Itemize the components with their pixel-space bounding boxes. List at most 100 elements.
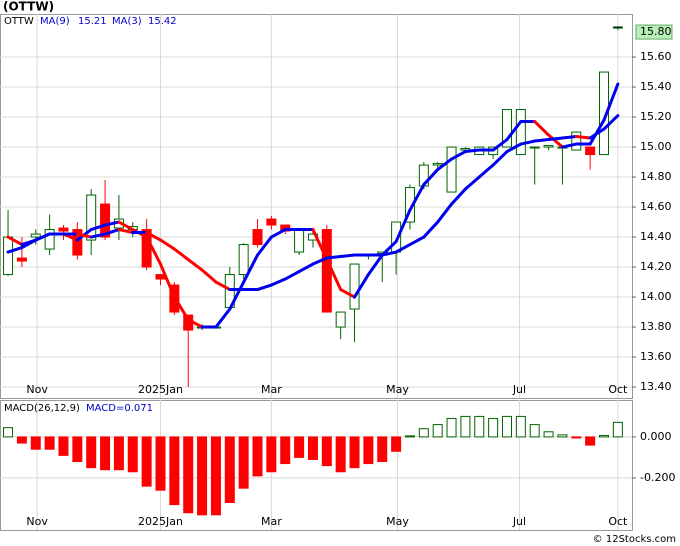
macd-bar bbox=[321, 436, 332, 467]
ma-line-segment bbox=[339, 253, 357, 259]
ma-line-segment bbox=[366, 253, 384, 277]
last-price-box bbox=[635, 24, 673, 40]
ma-line-segment bbox=[450, 150, 467, 161]
macd-bar bbox=[127, 436, 138, 473]
candle-body bbox=[571, 131, 582, 151]
ma-line-segment bbox=[463, 148, 481, 154]
candle-body bbox=[529, 146, 540, 149]
ma-line-segment bbox=[89, 223, 107, 232]
ma-line-segment bbox=[574, 135, 592, 140]
panel-frame bbox=[0, 14, 633, 399]
candle-body bbox=[100, 203, 111, 238]
ticker-title: (OTTW) bbox=[3, 0, 54, 14]
ma-line-segment bbox=[172, 295, 190, 322]
ma-line-segment bbox=[505, 142, 523, 154]
candle-body bbox=[432, 163, 443, 166]
ma-line-segment bbox=[436, 157, 454, 172]
y-tick-label: 0.000 bbox=[640, 430, 672, 443]
macd-bar bbox=[599, 434, 610, 438]
macd-bar bbox=[363, 436, 374, 465]
ma-line-segment bbox=[269, 277, 287, 287]
macd-bar bbox=[460, 415, 471, 438]
macd-bar bbox=[113, 436, 124, 471]
ma-line-segment bbox=[547, 133, 564, 149]
ma-line-segment bbox=[117, 228, 135, 235]
candle-body bbox=[501, 109, 512, 148]
candle-body bbox=[335, 311, 346, 328]
ma-line-segment bbox=[103, 220, 121, 227]
candle-body bbox=[58, 227, 69, 232]
ma-line-segment bbox=[214, 280, 232, 292]
x-tick-label: Mar bbox=[261, 515, 282, 528]
macd-bar bbox=[571, 436, 582, 439]
ma-line-segment bbox=[533, 120, 551, 137]
macd-bar bbox=[432, 424, 443, 438]
ma-line-segment bbox=[311, 228, 329, 262]
macd-bar bbox=[58, 436, 69, 456]
ma-line-segment bbox=[89, 232, 107, 239]
macd-bar bbox=[488, 417, 499, 438]
ma-line-segment bbox=[339, 288, 357, 299]
ma-line-segment bbox=[200, 268, 218, 284]
ma-line-segment bbox=[34, 232, 52, 242]
macd-bar bbox=[349, 436, 360, 469]
ma-line-segment bbox=[242, 253, 260, 284]
x-tick-label: Nov bbox=[26, 515, 48, 528]
candle-body bbox=[446, 146, 457, 193]
y-tick-label: 15.20 bbox=[640, 110, 672, 123]
macd-bar bbox=[224, 436, 235, 504]
candle-body bbox=[252, 229, 263, 246]
ma-line-segment bbox=[560, 142, 578, 149]
legend-entry: MA(3) bbox=[112, 16, 142, 27]
ma-line-segment bbox=[117, 220, 135, 232]
macd-bar bbox=[418, 428, 429, 438]
y-tick-label: 15.60 bbox=[640, 50, 672, 63]
macd-bar bbox=[183, 436, 194, 514]
y-tick-label: -0.200 bbox=[640, 471, 675, 484]
candle-body bbox=[44, 229, 55, 250]
ma-line-segment bbox=[422, 220, 440, 239]
ma-line-segment bbox=[75, 232, 93, 239]
y-tick-label: 15.40 bbox=[640, 80, 672, 93]
ma-line-segment bbox=[311, 256, 329, 266]
ma-line-segment bbox=[408, 183, 426, 212]
ma-line-segment bbox=[380, 250, 398, 257]
ma-line-segment bbox=[533, 138, 551, 143]
panel-frame bbox=[0, 400, 633, 531]
legend-entry: MA(9) bbox=[40, 16, 70, 27]
macd-bar bbox=[16, 436, 27, 444]
candle-body bbox=[543, 145, 554, 148]
ma-line-segment bbox=[186, 318, 204, 329]
x-tick-label: May bbox=[386, 515, 409, 528]
legend-entry: OTTW bbox=[4, 16, 34, 27]
ma-line-segment bbox=[519, 139, 537, 146]
y-tick-label: 14.60 bbox=[640, 200, 672, 213]
macd-bar bbox=[266, 436, 277, 473]
macd-bar bbox=[280, 436, 291, 465]
macd-bar bbox=[141, 436, 152, 487]
x-tick-label: Mar bbox=[261, 383, 282, 396]
ma-line-segment bbox=[145, 231, 162, 242]
watermark: © 12Stocks.com bbox=[593, 534, 676, 545]
legend-entry: 15.42 bbox=[148, 16, 177, 27]
ma-line-segment bbox=[228, 280, 246, 311]
y-tick-label: 14.00 bbox=[640, 290, 672, 303]
x-tick-label: 2025Jan bbox=[138, 383, 183, 396]
candle-body bbox=[515, 109, 526, 156]
ma-line-segment bbox=[256, 235, 273, 257]
macd-bar bbox=[72, 436, 83, 463]
macd-bar bbox=[529, 424, 540, 438]
ma-line-segment bbox=[505, 120, 523, 142]
candle-body bbox=[16, 257, 27, 262]
ma-line-segment bbox=[325, 255, 343, 260]
macd-bar bbox=[501, 415, 512, 438]
ma-line-segment bbox=[214, 307, 232, 329]
macd-bar bbox=[446, 417, 457, 438]
ma-line-segment bbox=[256, 283, 273, 292]
ma-line-segment bbox=[353, 273, 370, 299]
macd-bar bbox=[155, 436, 166, 491]
ma-line-segment bbox=[491, 138, 509, 152]
y-tick-label: 13.80 bbox=[640, 320, 672, 333]
x-tick-label: May bbox=[386, 383, 409, 396]
candle-body bbox=[238, 244, 249, 276]
